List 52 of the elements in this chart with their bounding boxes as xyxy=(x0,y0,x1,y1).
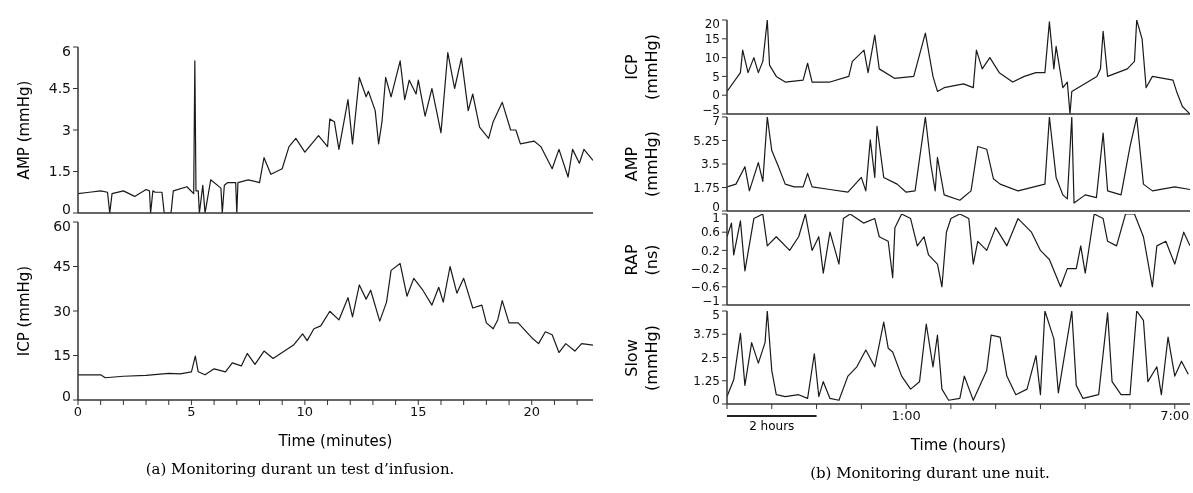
x-axis-title: Time (minutes) xyxy=(278,432,393,450)
x-tick-label: 0 xyxy=(73,404,83,420)
y-tick-label: 20 xyxy=(704,17,720,32)
x-tick-label: 10 xyxy=(296,404,314,420)
text: (b) Monitoring durant une nuit. xyxy=(810,464,1050,482)
y-tick-label: −0.2 xyxy=(690,261,720,276)
y-tick-label: 15 xyxy=(53,347,71,364)
y-tick-label: 1 xyxy=(712,211,720,226)
y-tick-label: 6 xyxy=(62,42,72,59)
y-tick-label: −0.6 xyxy=(690,280,720,294)
y-tick-label: 3.75 xyxy=(693,327,720,342)
y-tick-label: 1.5 xyxy=(48,163,71,180)
x-tick-label: 7:00 xyxy=(1160,408,1190,424)
y-tick-label: 5 xyxy=(712,69,720,84)
x-axis-title: Time (hours) xyxy=(910,436,1007,454)
y-tick-label: 0 xyxy=(712,88,720,103)
y-tick-label: 30 xyxy=(53,302,71,319)
y-tick-label: 45 xyxy=(53,258,71,275)
y-axis-title: Slow (mmHg) xyxy=(622,324,662,391)
y-tick-label: 0 xyxy=(712,393,720,408)
y-tick-label: 1.25 xyxy=(693,373,720,388)
y-tick-label: 0 xyxy=(62,387,71,404)
y-tick-label: 60 xyxy=(53,217,71,234)
line-series xyxy=(78,262,593,379)
y-tick-label: 4.5 xyxy=(48,80,71,97)
x-tick-label: 15 xyxy=(410,404,427,420)
y-axis-title: AMP (mmHg) xyxy=(14,80,34,180)
y-tick-label: 3 xyxy=(62,121,71,138)
y-tick-label: −1 xyxy=(702,294,720,309)
y-tick-label: 5 xyxy=(712,308,720,323)
y-tick-label: 2.5 xyxy=(700,350,720,365)
y-axis-title: ICP (mmHg) xyxy=(14,265,34,357)
y-tick-label: 5.25 xyxy=(693,133,720,148)
y-tick-label: 0.2 xyxy=(700,243,720,258)
text: 2 hours xyxy=(749,419,795,433)
x-tick-label: 20 xyxy=(523,404,541,420)
y-tick-label: 1.75 xyxy=(693,180,720,195)
y-tick-label: 0.6 xyxy=(700,225,720,240)
y-tick-label: 10 xyxy=(704,50,720,65)
text: (a) Monitoring durant un test d’infusion. xyxy=(145,460,455,478)
line-series xyxy=(727,311,1189,401)
x-tick-label: 5 xyxy=(187,404,196,420)
line-series xyxy=(727,117,1190,204)
y-tick-label: 7 xyxy=(712,114,720,129)
y-tick-label: 3.5 xyxy=(700,157,720,172)
x-tick-label: 1:00 xyxy=(891,408,921,424)
y-axis-title: AMP (mmHg) xyxy=(622,131,662,197)
y-tick-label: 15 xyxy=(704,32,720,46)
line-series xyxy=(727,214,1190,288)
y-axis-title: RAP (ns) xyxy=(622,243,662,276)
y-tick-label: 0 xyxy=(62,200,71,217)
y-axis-title: ICP (mmHg) xyxy=(622,34,662,100)
